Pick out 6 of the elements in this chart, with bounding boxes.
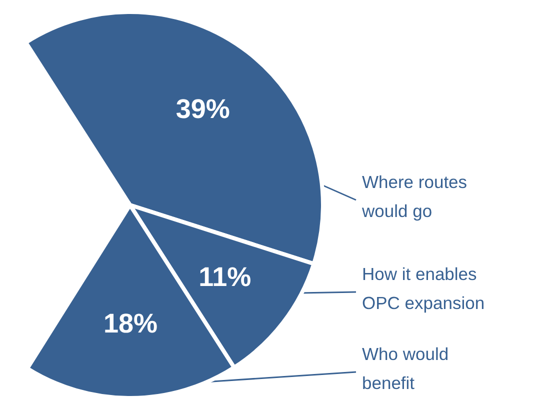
data-label: 18% bbox=[104, 308, 158, 339]
slice-label: Who would benefit bbox=[362, 344, 449, 393]
slice-label: Where routes would go bbox=[361, 172, 468, 221]
data-label: 39% bbox=[176, 94, 230, 124]
data-label: 11% bbox=[198, 262, 252, 292]
slice-label: How it enables OPC expansion bbox=[362, 264, 485, 313]
